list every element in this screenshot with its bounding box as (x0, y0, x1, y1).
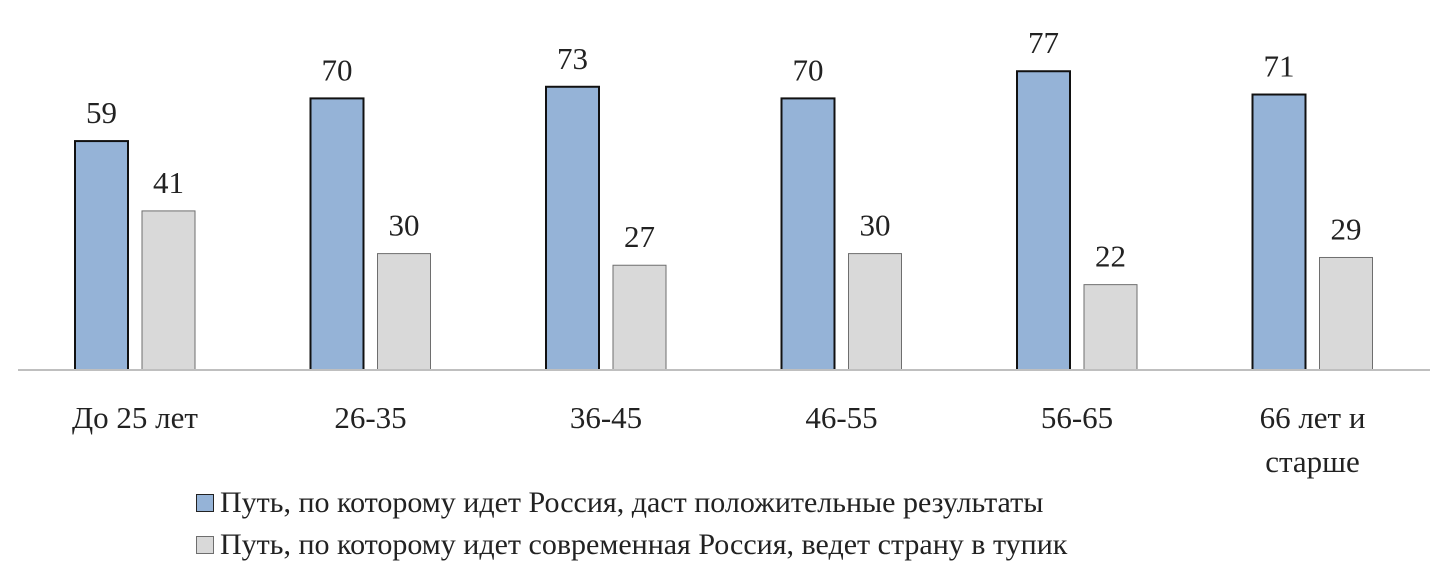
x-tick-label-5: 66 лет и старше (1260, 400, 1366, 479)
bar-chart: 59 70 73 70 77 71 41 30 27 30 22 29 До 25 лет 26-35 36… (18, 25, 1430, 479)
bar-positive-1 (309, 97, 365, 372)
data-label-positive-4: 77 (1028, 25, 1059, 60)
bar-deadend-0 (141, 210, 196, 371)
data-label-positive-5: 71 (1264, 49, 1295, 84)
x-tick-label-0: До 25 лет (72, 400, 198, 435)
data-label-deadend-2: 27 (624, 219, 655, 254)
data-label-positive-2: 73 (557, 41, 588, 76)
legend-item-deadend: Путь, по которому идет современная Росси… (196, 524, 1067, 566)
x-tick-label-3: 46-55 (805, 400, 877, 435)
legend: Путь, по которому идет Россия, даст поло… (196, 482, 1067, 566)
legend-label-positive: Путь, по которому идет Россия, даст поло… (220, 486, 1044, 519)
legend-item-positive: Путь, по которому идет Россия, даст поло… (196, 482, 1067, 524)
x-tick-label-4: 56-65 (1041, 400, 1113, 435)
data-label-deadend-3: 30 (860, 208, 891, 243)
legend-label-deadend: Путь, по которому идет современная Росси… (220, 528, 1068, 561)
bar-deadend-1 (377, 253, 431, 371)
bar-positive-3 (780, 97, 836, 372)
bar-deadend-2 (612, 264, 667, 371)
bar-positive-4 (1016, 70, 1071, 372)
bar-positive-0 (74, 140, 129, 371)
bar-positive-5 (1251, 93, 1307, 372)
data-label-deadend-4: 22 (1095, 239, 1126, 274)
bar-positive-2 (545, 85, 600, 371)
data-label-positive-0: 59 (86, 95, 117, 130)
bar-deadend-4 (1083, 284, 1138, 371)
legend-swatch-deadend (196, 536, 214, 554)
data-label-deadend-5: 29 (1331, 211, 1362, 246)
x-tick-label-2: 36-45 (570, 400, 642, 435)
data-label-positive-1: 70 (322, 52, 353, 87)
bar-deadend-3 (848, 253, 902, 371)
legend-swatch-positive (196, 494, 214, 512)
data-label-deadend-0: 41 (153, 165, 184, 200)
bar-deadend-5 (1319, 256, 1373, 371)
data-label-deadend-1: 30 (389, 208, 420, 243)
x-tick-label-1: 26-35 (334, 400, 406, 435)
data-label-positive-3: 70 (793, 52, 824, 87)
